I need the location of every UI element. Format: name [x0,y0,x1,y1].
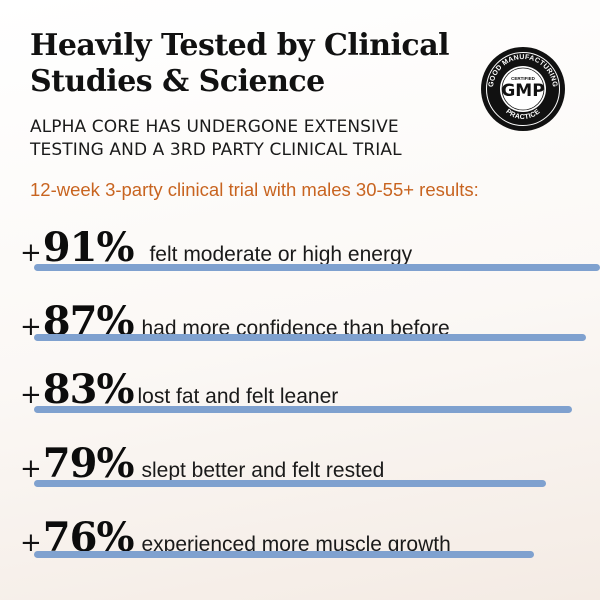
subheading-line-1: ALPHA CORE HAS UNDERGONE EXTENSIVE [30,117,399,137]
page-title: Heavily Tested by Clinical Studies & Sci… [30,28,470,100]
stat-prefix: + [20,238,42,268]
trial-title: 12-week 3-party clinical trial with male… [30,179,479,200]
stat-prefix: + [20,528,42,558]
stat-item: + 79% slept better and felt rested [20,440,590,500]
stat-prefix: + [20,380,42,410]
stat-label: slept better and felt rested [141,459,385,482]
stat-item: + 83% lost fat and felt leaner [20,366,590,426]
gmp-badge: GOOD MANUFACTURING PRACTICE CERTIFIED GM… [480,46,566,132]
subheading-line-2: TESTING AND A 3RD PARTY CLINICAL TRIAL [30,140,402,160]
stat-bar [34,480,546,487]
badge-gmp-text: GMP [501,81,544,101]
stat-bar [34,264,600,271]
stat-value: 79% [42,440,135,487]
stat-value: 91% [42,224,135,271]
stat-bar [34,406,572,413]
stat-item: + 91% felt moderate or high energy [20,224,600,284]
title-line-1: Heavily Tested by Clinical [30,28,450,63]
stat-item: + 76% experienced more muscle growth [20,514,590,574]
subheading: ALPHA CORE HAS UNDERGONE EXTENSIVE TESTI… [30,116,470,162]
stat-bar [34,551,534,558]
stat-prefix: + [20,454,42,484]
stat-label: felt moderate or high energy [149,243,413,266]
title-line-2: Studies & Science [30,64,325,99]
stat-bar [34,334,586,341]
stat-item: + 87% had more confidence than before [20,298,590,358]
stat-value: 83% [42,366,135,413]
badge-certified-text: CERTIFIED [511,76,536,81]
stat-label: experienced more muscle growth [141,533,451,556]
stat-label: lost fat and felt leaner [137,385,339,408]
